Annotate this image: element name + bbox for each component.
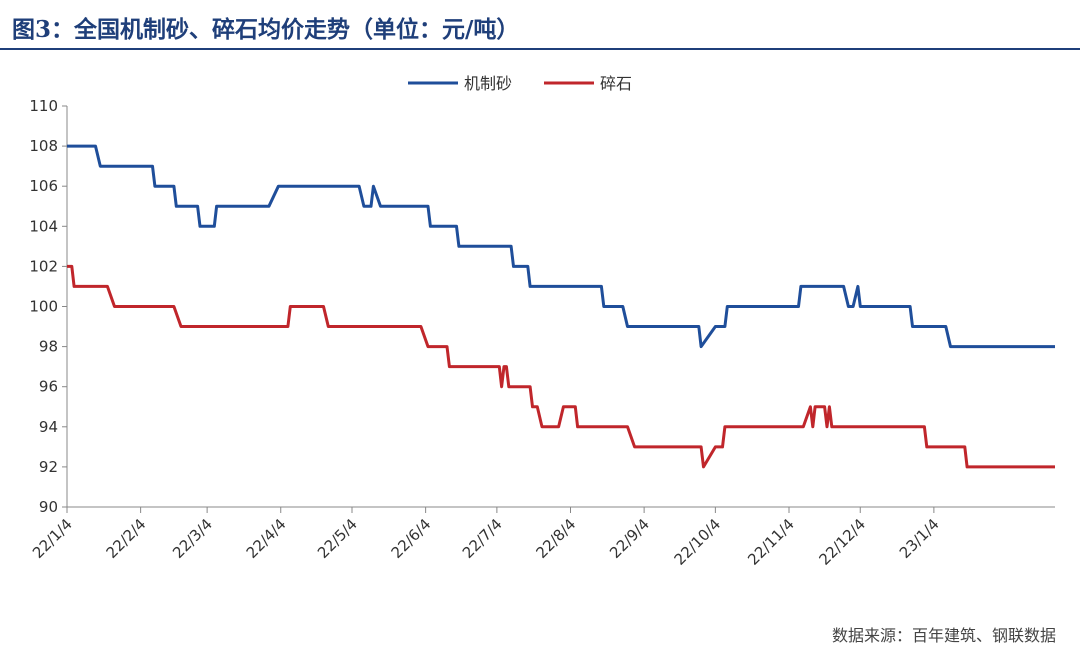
y-tick-label: 100 — [29, 298, 58, 316]
y-tick-label: 98 — [39, 338, 58, 356]
series-line-sand — [67, 144, 1055, 349]
axes: 90 92 94 96 98 100 102 104 106 108 110 22/1/4 22/2/4… — [29, 97, 1055, 569]
y-tick-label: 108 — [29, 137, 58, 155]
x-tick-label: 23/1/4 — [896, 515, 943, 562]
y-tick-label: 110 — [29, 97, 58, 115]
y-tick-label: 102 — [29, 257, 58, 275]
x-tick-label: 22/7/4 — [459, 515, 506, 562]
x-tick-label: 22/2/4 — [103, 515, 150, 562]
x-tick-label: 22/9/4 — [606, 515, 653, 562]
x-tick-label: 22/11/4 — [744, 515, 798, 569]
x-tick-label: 22/12/4 — [815, 515, 869, 569]
x-tick-label: 22/8/4 — [532, 515, 579, 562]
title-underline — [0, 48, 1080, 50]
y-tick-label: 104 — [29, 217, 58, 235]
legend-label: 碎石 — [600, 74, 632, 93]
y-tick-label: 90 — [39, 498, 58, 516]
y-tick-label: 96 — [39, 378, 58, 396]
series-layer — [67, 144, 1055, 469]
source-note: 数据来源：百年建筑、钢联数据 — [831, 626, 1056, 645]
y-tick-label: 92 — [39, 458, 58, 476]
y-tick-label: 106 — [29, 177, 58, 195]
x-tick-label: 22/5/4 — [314, 515, 361, 562]
x-tick-label: 22/1/4 — [29, 515, 76, 562]
line-chart: 机制砂 碎石 90 92 94 96 98 100 102 104 106 108 110 22/1/4… — [29, 74, 1055, 569]
x-tick-label: 22/6/4 — [388, 515, 435, 562]
legend: 机制砂 碎石 — [408, 74, 632, 93]
series-line-gravel — [67, 264, 1055, 469]
legend-label: 机制砂 — [464, 74, 512, 93]
x-tick-label: 22/10/4 — [671, 515, 725, 569]
chart-title: 图3：全国机制砂、碎石均价走势（单位：元/吨） — [12, 16, 520, 43]
x-tick-label: 22/4/4 — [243, 515, 290, 562]
y-tick-label: 94 — [39, 418, 58, 436]
x-tick-label: 22/3/4 — [169, 515, 216, 562]
